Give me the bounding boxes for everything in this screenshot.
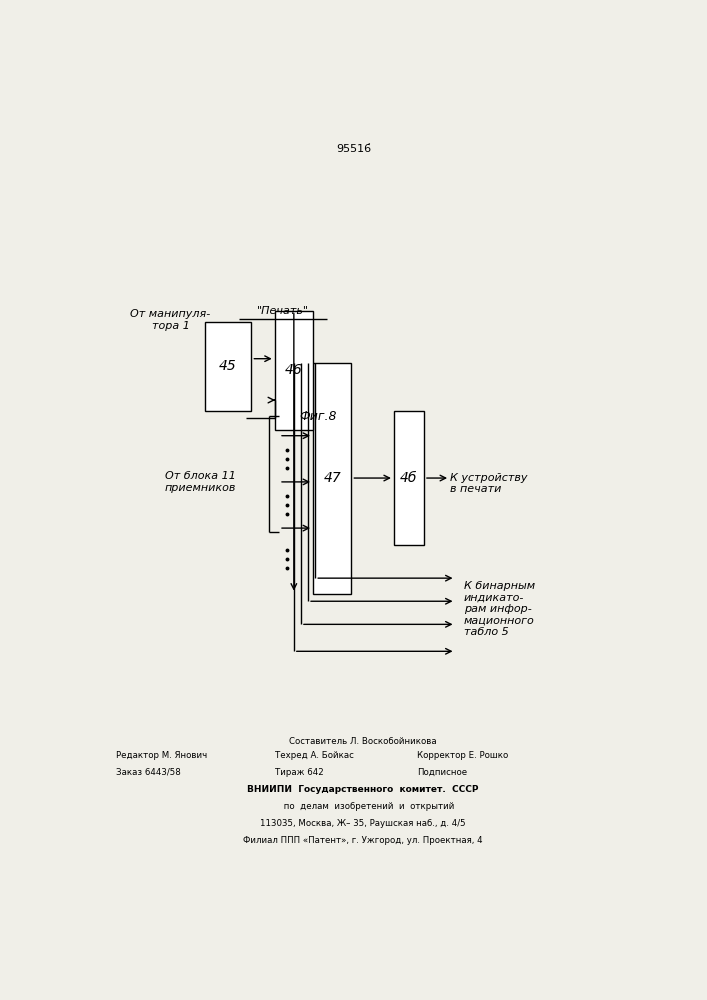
Text: К устройству
в печати: К устройству в печати — [450, 473, 527, 494]
Bar — [205, 322, 252, 411]
Text: Подписное: Подписное — [417, 768, 467, 777]
Text: "Печать": "Печать" — [257, 306, 309, 316]
Text: по  делам  изобретений  и  открытий: по делам изобретений и открытий — [270, 802, 455, 811]
Text: Тираж 642: Тираж 642 — [275, 768, 323, 777]
Text: От манипуля-
тора 1: От манипуля- тора 1 — [130, 309, 211, 331]
Text: 95516́: 95516́ — [337, 144, 372, 154]
Text: ВНИИПИ  Государственного  комитет.  СССР: ВНИИПИ Государственного комитет. СССР — [247, 785, 478, 794]
Text: 4б: 4б — [400, 471, 418, 485]
Text: Филиал ППП «Патент», г. Ужгород, ул. Проектная, 4: Филиал ППП «Патент», г. Ужгород, ул. Про… — [243, 836, 482, 845]
Text: Техред А. Бойкас: Техред А. Бойкас — [275, 751, 354, 760]
Text: Корректор Е. Рошко: Корректор Е. Рошко — [417, 751, 508, 760]
Text: К бинарным
индикато-
рам инфор-
мационного
табло 5: К бинарным индикато- рам инфор- мационно… — [464, 581, 534, 637]
Text: 46: 46 — [285, 363, 303, 377]
Text: Редактор М. Янович: Редактор М. Янович — [116, 751, 207, 760]
Text: 113035, Москва, Ж– 35, Раушская наб., д. 4/5: 113035, Москва, Ж– 35, Раушская наб., д.… — [259, 819, 465, 828]
Bar — [313, 363, 351, 594]
Text: 45: 45 — [219, 359, 237, 373]
Text: 47: 47 — [323, 471, 341, 485]
Bar — [394, 411, 424, 545]
Text: Заказ 6443/58: Заказ 6443/58 — [116, 768, 180, 777]
Text: Фиг.8: Фиг.8 — [300, 410, 337, 423]
Text: Составитель Л. Воскобойникова: Составитель Л. Воскобойникова — [288, 737, 436, 746]
Text: От блока 11
приемников: От блока 11 приемников — [165, 471, 236, 493]
Bar — [274, 311, 313, 430]
